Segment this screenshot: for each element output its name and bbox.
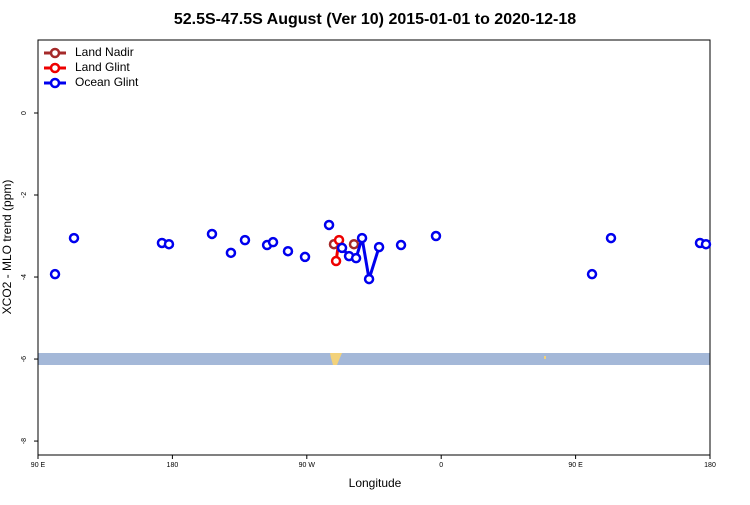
data-point: [239, 234, 251, 246]
x-axis-label: Longitude: [349, 476, 402, 490]
y-tick-label: -6: [21, 356, 28, 362]
legend-label: Land Glint: [75, 60, 130, 74]
x-tick-label: 90 E: [568, 462, 583, 469]
data-point: [323, 219, 335, 231]
legend-label: Ocean Glint: [75, 75, 139, 89]
x-tick-label: 90 W: [299, 462, 316, 469]
data-point: [163, 238, 175, 250]
data-point: [68, 232, 80, 244]
data-point: [350, 252, 362, 264]
legend-marker: [49, 62, 61, 74]
data-point: [395, 239, 407, 251]
data-point: [356, 232, 368, 244]
data-point: [206, 228, 218, 240]
chart-title: 52.5S-47.5S August (Ver 10) 2015-01-01 t…: [174, 11, 576, 28]
legend-marker: [49, 77, 61, 89]
data-point: [299, 251, 311, 263]
data-point: [605, 232, 617, 244]
data-point: [348, 238, 360, 250]
y-tick-label: 0: [21, 111, 28, 115]
data-point: [225, 247, 237, 259]
land-strip: [330, 353, 342, 365]
data-point: [330, 255, 342, 267]
data-point: [336, 242, 348, 254]
data-point: [586, 268, 598, 280]
x-tick-label: 180: [167, 462, 179, 469]
data-point: [282, 245, 294, 257]
data-point: [267, 236, 279, 248]
data-point: [49, 268, 61, 280]
legend-label: Land Nadir: [75, 45, 134, 59]
land-strip: [544, 356, 546, 359]
legend-marker: [49, 47, 61, 59]
y-axis-label: XCO2 - MLO trend (ppm): [0, 180, 14, 315]
map-strip: [38, 353, 710, 365]
y-tick-label: -2: [21, 192, 28, 198]
data-point: [430, 230, 442, 242]
data-point: [700, 238, 712, 250]
data-point: [373, 241, 385, 253]
y-tick-label: -8: [21, 438, 28, 444]
x-tick-label: 0: [439, 462, 443, 469]
data-point: [363, 273, 375, 285]
y-tick-label: -4: [21, 274, 28, 280]
x-tick-label: 180: [704, 462, 716, 469]
x-tick-label: 90 E: [31, 462, 46, 469]
